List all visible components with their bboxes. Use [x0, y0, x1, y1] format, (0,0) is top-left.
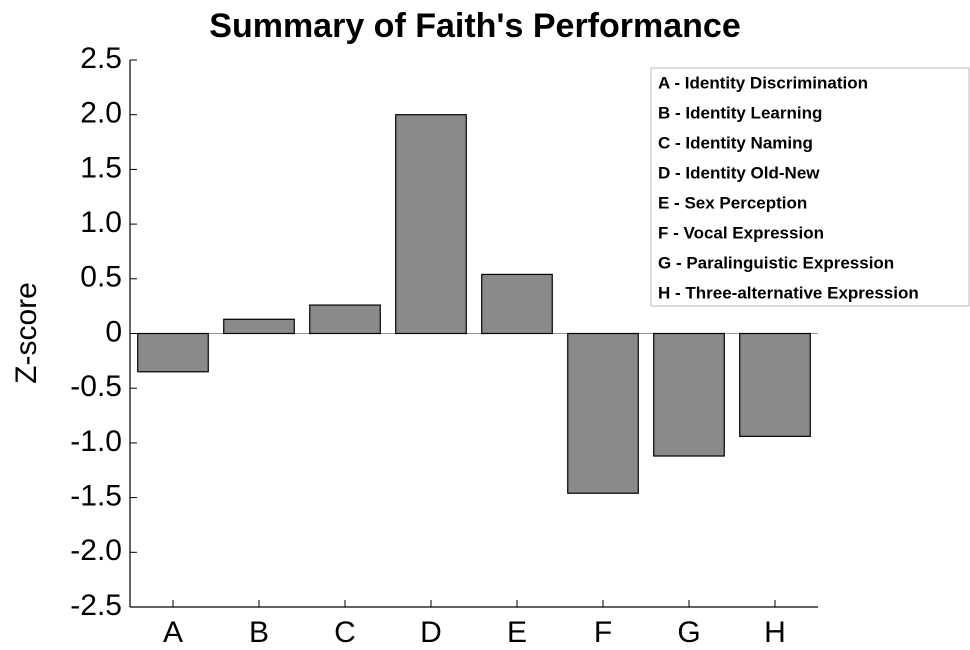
bar [309, 304, 381, 335]
x-tick-label: G [677, 616, 700, 649]
legend-entry: E - Sex Perception [658, 193, 807, 212]
y-axis-label: Z-score [10, 282, 43, 384]
y-tick-label: -1.5 [70, 480, 122, 513]
bar [481, 273, 553, 335]
x-tick-label: D [420, 616, 442, 649]
legend-entry: B - Identity Learning [658, 103, 822, 122]
bar [739, 332, 811, 437]
bar [395, 114, 467, 335]
x-tick-label: A [163, 616, 183, 649]
x-tick-label: E [507, 616, 527, 649]
y-tick-label: 1.5 [80, 151, 122, 184]
y-tick-label: -2.5 [70, 589, 122, 622]
legend-entry: H - Three-alternative Expression [658, 283, 919, 302]
legend-box [650, 67, 970, 307]
x-tick-label: C [334, 616, 356, 649]
legend-entry: F - Vocal Expression [658, 223, 824, 242]
bar [567, 332, 639, 494]
y-tick-label: 0.5 [80, 261, 122, 294]
y-tick-label: -0.5 [70, 370, 122, 403]
x-tick-label: B [249, 616, 269, 649]
y-tick-label: 2.0 [80, 97, 122, 130]
bar [137, 332, 209, 373]
y-tick-label: 1.0 [80, 206, 122, 239]
legend-entry: D - Identity Old-New [658, 163, 820, 182]
y-tick-label: 0 [105, 315, 122, 348]
y-tick-label: -2.0 [70, 534, 122, 567]
x-tick-label: H [764, 616, 786, 649]
bar [223, 318, 295, 335]
chart-title: Summary of Faith's Performance [209, 7, 740, 45]
bar [653, 332, 725, 457]
x-tick-label: F [594, 616, 612, 649]
y-tick-label: 2.5 [80, 42, 122, 75]
legend-entry: A - Identity Discrimination [658, 73, 868, 92]
y-tick-label: -1.0 [70, 425, 122, 458]
legend-entry: G - Paralinguistic Expression [658, 253, 894, 272]
legend-entry: C - Identity Naming [658, 133, 813, 152]
